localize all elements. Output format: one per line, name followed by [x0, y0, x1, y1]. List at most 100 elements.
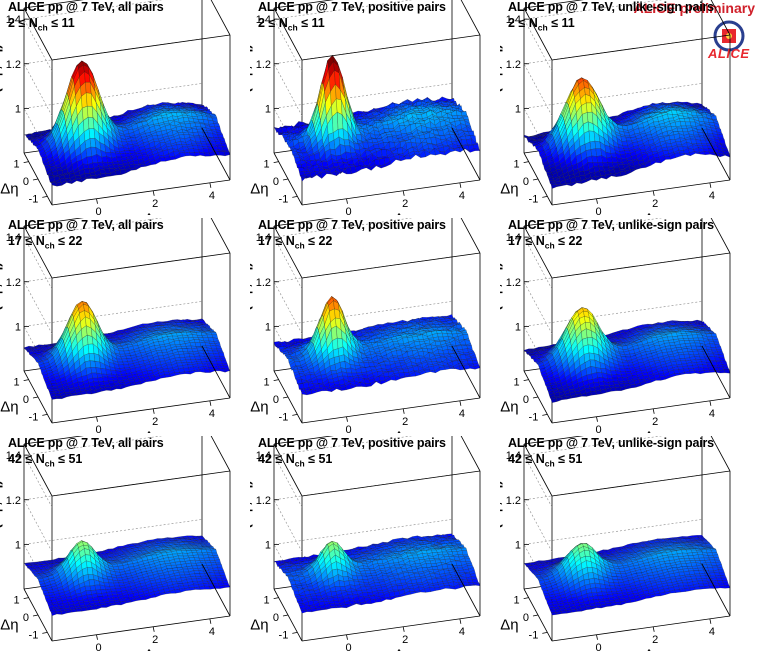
surface-cell [100, 173, 107, 178]
y-tick [23, 379, 29, 382]
z-tick-label: 1.4 [256, 14, 271, 26]
y-tick-label: -1 [529, 193, 539, 205]
box-edge [23, 7, 53, 61]
x-tick [652, 190, 655, 196]
surface-cell [221, 360, 228, 364]
surface [273, 54, 481, 182]
y-axis-label: Δη [250, 181, 268, 198]
y-axis-label: Δη [500, 181, 518, 198]
y-axis-label: Δη [0, 181, 18, 198]
range-subscript: ch [37, 22, 48, 33]
box-edge [273, 0, 334, 9]
y-tick-label: 1 [14, 377, 20, 389]
box-edge [460, 0, 481, 36]
surface-cell [350, 166, 357, 175]
surface-cell [55, 182, 63, 187]
surface-cell [595, 175, 602, 181]
surface-cell [222, 363, 229, 367]
surface-cell [100, 387, 107, 392]
box-edge [451, 127, 481, 181]
x-tick [152, 190, 155, 196]
y-tick [42, 195, 48, 198]
y-tick-label: 1 [264, 159, 270, 171]
y-tick-label: -1 [29, 193, 39, 205]
range-prefix: 17 ≤ N [258, 234, 295, 248]
y-tick [23, 161, 29, 164]
box-edge [201, 345, 231, 399]
y-tick-label: 0 [273, 176, 279, 188]
x-axis-label: Δφ [144, 428, 164, 433]
z-tick-label: 1 [15, 321, 21, 333]
x-tick [596, 198, 598, 204]
chart-panel-3: ALICE pp @ 7 TeV, unlike-sign pairs 2 ≤ N… [500, 0, 750, 215]
range-subscript: ch [537, 22, 548, 33]
y-tick [42, 413, 48, 416]
z-tick-label: 1 [15, 103, 21, 115]
x-tick [209, 400, 212, 406]
z-tick-label: 1.4 [506, 14, 521, 26]
range-suffix: ≤ 22 [304, 234, 333, 248]
x-tick-label: 4 [459, 190, 465, 202]
x-tick [96, 198, 98, 204]
x-tick-label: 0 [95, 424, 101, 433]
surface-cell [719, 139, 726, 145]
y-tick-label: 0 [23, 394, 29, 406]
z-tick-label: 1.2 [6, 59, 21, 71]
surface-cell [218, 352, 225, 357]
y-tick-label: -1 [29, 411, 39, 423]
z-tick-label: 1 [515, 103, 521, 115]
y-tick-label: 0 [23, 176, 29, 188]
alice-logo-dot [726, 33, 732, 39]
range-suffix: ≤ 11 [297, 16, 325, 30]
chart-multiplicity-range: 2 ≤ Nch ≤ 11 [8, 16, 75, 33]
chart-title: ALICE pp @ 7 TeV, all pairs [8, 218, 164, 232]
box-edge [23, 0, 84, 9]
surface [23, 300, 231, 400]
surface [23, 60, 231, 187]
chart-multiplicity-range: 17 ≤ Nch ≤ 22 [8, 234, 82, 251]
y-tick-label: 1 [14, 159, 20, 171]
box-edge [210, 0, 231, 36]
box-edge [273, 225, 303, 279]
alice-logo-ring [713, 20, 745, 52]
surface-cell [179, 151, 186, 158]
surface [273, 296, 481, 396]
y-tick [273, 161, 279, 164]
y-tick [282, 178, 289, 181]
box-edge [301, 179, 481, 206]
surface-cell [717, 133, 724, 139]
preliminary-label: ALICE preliminary [633, 0, 755, 16]
z-tick-label: 1.4 [6, 14, 21, 26]
box-edge [273, 7, 303, 61]
alice-logo [713, 20, 745, 52]
z-gridline [23, 218, 163, 290]
box-edge [51, 252, 231, 279]
range-suffix: ≤ 11 [47, 16, 75, 30]
range-suffix: ≤ 11 [547, 16, 575, 30]
box-edge [301, 34, 481, 61]
z-tick-label: 1.2 [256, 59, 271, 71]
range-subscript: ch [294, 240, 305, 251]
z-axis-label: C(Δφ,Δη) [500, 44, 503, 102]
x-tick-label: 2 [152, 416, 158, 428]
x-tick [152, 408, 155, 414]
surface-cell [210, 332, 218, 335]
box-edge [523, 0, 584, 9]
x-tick-label: 0 [595, 206, 601, 215]
y-tick [542, 195, 548, 198]
y-tick [532, 178, 539, 181]
y-tick-label: 1 [514, 159, 520, 171]
box-edge [51, 397, 231, 424]
surface-cell [223, 368, 231, 373]
x-axis-label: Δφ [644, 210, 664, 215]
chart-title: ALICE pp @ 7 TeV, all pairs [8, 0, 164, 14]
x-tick [209, 182, 212, 188]
box-edge [51, 179, 231, 206]
